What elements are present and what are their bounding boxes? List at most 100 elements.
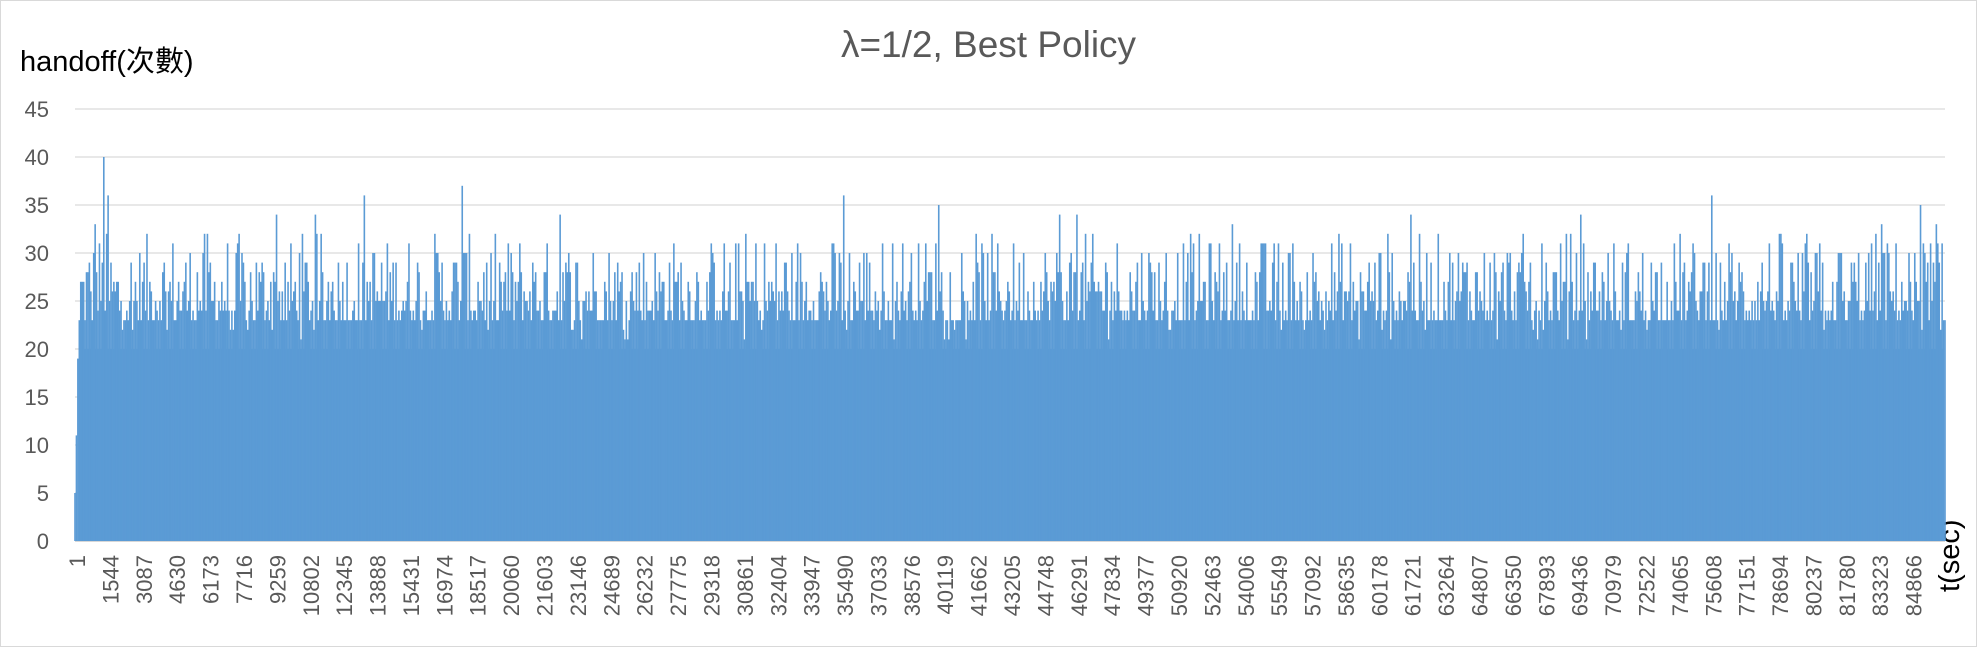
data-bar [1397,320,1399,541]
data-bar [364,320,367,541]
data-bar [1296,301,1298,541]
data-bar [985,320,988,541]
data-bar [831,243,834,541]
data-bar [926,301,929,541]
data-bar [1862,320,1864,541]
data-bar [1926,262,1929,541]
data-bar [458,320,461,541]
data-bar [1899,320,1902,541]
data-bar [1364,310,1366,541]
data-bar [1250,320,1252,541]
data-bar [1916,301,1919,541]
data-bar [1893,310,1896,541]
data-bar [812,301,815,541]
data-bar [1543,301,1546,541]
data-bar [281,291,284,541]
data-bar [637,310,639,541]
data-bar [670,310,672,541]
data-bar [1014,320,1016,541]
x-tick-label: 10802 [299,555,324,616]
data-bar [1798,310,1801,541]
data-bar [984,301,986,541]
data-bar [1713,320,1716,541]
data-bar [1755,320,1758,541]
data-bar [452,262,455,541]
data-bar [189,253,191,541]
data-bar [254,320,256,541]
data-bar [1423,301,1425,541]
data-bar [310,310,312,541]
data-bar [1472,320,1474,541]
data-bar [1053,281,1055,541]
data-bar [1698,320,1700,541]
data-bar [432,320,435,541]
data-bar [1253,320,1255,541]
data-bar [202,253,204,541]
data-bar [1833,320,1835,541]
data-bar [691,320,694,541]
data-bar [399,320,402,541]
data-bar [1662,320,1664,541]
data-bar [1824,310,1827,541]
data-bar [1113,291,1116,541]
data-bar [498,262,501,541]
data-bar [639,310,642,541]
data-bar [278,291,281,541]
x-tick-label: 26232 [633,555,658,616]
data-bar [1528,281,1530,541]
data-bar [1326,320,1329,541]
data-bar [1643,320,1645,541]
data-bar [1545,262,1548,541]
data-bar [1417,320,1419,541]
data-bar [311,301,314,541]
data-bar [1768,243,1771,541]
data-bar [865,253,868,541]
data-bar [573,320,576,541]
data-bar [1218,243,1221,541]
data-bar [318,301,321,541]
data-bar [1090,262,1093,541]
data-bar [1552,272,1555,541]
data-bar [225,310,227,541]
data-bar [150,291,153,541]
data-bar [567,253,570,541]
data-bar [271,329,274,541]
data-bar [1598,291,1601,541]
data-bar [1843,291,1846,541]
data-bar [1941,243,1943,541]
data-bar [909,281,911,541]
data-bar [1025,320,1028,541]
data-bar [786,291,789,541]
data-bar [677,272,679,541]
data-bar [1269,301,1271,541]
x-tick-label: 40119 [933,555,958,615]
data-bar [559,214,561,541]
data-bar [187,301,190,541]
data-bar [1415,320,1418,541]
data-bar [500,281,502,541]
data-bar [1628,320,1631,541]
x-tick-label: 77151 [1735,555,1760,616]
data-bar [1109,310,1111,541]
data-bar [1877,262,1880,541]
data-bar [589,310,592,541]
data-bar [1305,320,1307,541]
data-bar [1811,310,1814,541]
data-bar [1066,291,1068,541]
x-tick-label: 3087 [132,555,157,604]
data-bar [1038,320,1041,541]
data-bar [1728,243,1730,541]
data-bar [1293,281,1296,541]
x-tick-label: 29318 [699,555,724,616]
data-bar [130,262,132,541]
data-bar [1641,253,1644,541]
data-bar [405,301,407,541]
data-bar [675,281,678,541]
data-bar [586,310,589,541]
data-bar [1765,301,1768,541]
data-bar [1424,329,1427,541]
data-bar [287,281,289,541]
x-tick-label: 16974 [432,555,457,616]
data-bar [1434,320,1437,541]
data-bar [1043,291,1045,541]
